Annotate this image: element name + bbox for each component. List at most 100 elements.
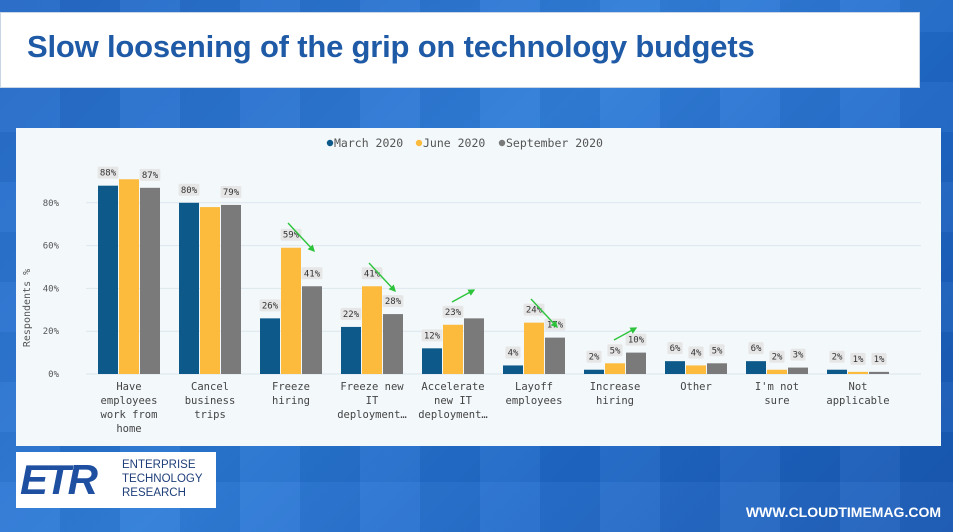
data-label-box xyxy=(361,267,383,280)
x-tick-label: Layoff employees xyxy=(506,381,563,407)
chart-bars: 88% 87% 80% 79% 26% 59% 41% 22% 41% 28% 12% 23% 4% 24… xyxy=(97,166,889,374)
data-label-box xyxy=(139,168,161,181)
x-tick-label: Cancel business trips xyxy=(185,381,236,421)
x-tick-label: Not applicable xyxy=(826,381,889,407)
data-label-box xyxy=(769,350,785,363)
data-label: 2% xyxy=(589,353,600,363)
data-label: 24% xyxy=(526,306,543,316)
data-label: 3% xyxy=(793,351,804,361)
x-tick-label: I'm not sure xyxy=(755,381,799,407)
legend-marker xyxy=(326,139,334,147)
bar xyxy=(665,361,685,374)
legend-marker xyxy=(498,139,506,147)
bar xyxy=(848,371,868,374)
bar xyxy=(98,185,118,374)
data-label: 26% xyxy=(262,301,279,311)
trend-arrow-down xyxy=(530,298,558,329)
data-label-box xyxy=(586,350,602,363)
etr-logo: ETR ENTERPRISE TECHNOLOGY RESEARCH xyxy=(16,452,216,508)
data-label-box xyxy=(607,344,623,357)
bar xyxy=(221,204,241,374)
logo-line-3: RESEARCH xyxy=(122,487,186,499)
bar xyxy=(200,207,220,374)
trend-arrow-up xyxy=(451,289,476,303)
data-label: 12% xyxy=(424,331,441,341)
data-label: 1% xyxy=(853,355,864,365)
bar-chart: March 2020 June 2020 September 2020 0% 20% 4… xyxy=(22,136,921,435)
x-tick-label: Have employees work from home xyxy=(101,381,158,435)
bar xyxy=(788,367,808,374)
y-tick-label: 20% xyxy=(43,327,60,337)
bar xyxy=(545,337,565,374)
bar xyxy=(827,369,847,374)
data-label-box xyxy=(829,350,845,363)
data-label-box xyxy=(442,305,464,318)
data-label-box xyxy=(850,352,866,365)
data-label-box xyxy=(382,295,404,308)
bar xyxy=(443,324,463,374)
bar xyxy=(605,363,625,374)
data-label-box xyxy=(625,333,647,346)
bar xyxy=(626,352,646,374)
logo-line-2: TECHNOLOGY xyxy=(122,473,203,485)
bar xyxy=(140,187,160,374)
data-label-box xyxy=(709,344,725,357)
data-label-box xyxy=(340,307,362,320)
trend-arrows xyxy=(287,222,638,341)
y-axis: 0% 20% 40% 60% 80% xyxy=(43,199,60,380)
data-label: 1% xyxy=(874,355,885,365)
data-label: 59% xyxy=(283,231,300,241)
data-label: 88% xyxy=(100,169,117,179)
data-label-box xyxy=(790,348,806,361)
bar xyxy=(302,286,322,374)
bar xyxy=(281,247,301,374)
legend-label: June 2020 xyxy=(423,136,485,150)
data-label-box xyxy=(688,346,704,359)
bar xyxy=(524,322,544,374)
y-axis-label: Respondents % xyxy=(22,269,33,347)
data-label: 23% xyxy=(445,308,462,318)
data-label: 5% xyxy=(610,346,621,356)
y-tick-label: 0% xyxy=(48,370,59,380)
data-label: 4% xyxy=(691,348,702,358)
chart-legend: March 2020 June 2020 September 2020 xyxy=(326,136,603,150)
bar xyxy=(119,179,139,374)
x-tick-label: Increase hiring xyxy=(590,381,641,407)
bar xyxy=(362,286,382,374)
data-label: 4% xyxy=(508,348,519,358)
bar xyxy=(869,371,889,374)
data-label: 22% xyxy=(343,310,360,320)
trend-arrow-up xyxy=(613,327,638,341)
logo-mark: ETR xyxy=(20,456,98,503)
data-label-box xyxy=(178,183,200,196)
data-label-box xyxy=(301,267,323,280)
data-label-box xyxy=(667,342,683,355)
data-label: 2% xyxy=(772,353,783,363)
data-label: 28% xyxy=(385,297,402,307)
bar xyxy=(260,318,280,374)
legend-label: September 2020 xyxy=(506,136,603,150)
y-tick-label: 80% xyxy=(43,199,60,209)
data-label-box xyxy=(523,303,545,316)
data-label-box xyxy=(748,342,764,355)
logo-text: ENTERPRISE TECHNOLOGY RESEARCH xyxy=(122,458,203,500)
legend-marker xyxy=(415,139,423,147)
chart-panel: March 2020 June 2020 September 2020 0% 20% 4… xyxy=(16,128,941,446)
data-label: 10% xyxy=(628,336,645,346)
data-label: 5% xyxy=(712,346,723,356)
data-label: 79% xyxy=(223,188,240,198)
x-axis-labels: Have employees work from home Cancel business… xyxy=(101,381,890,435)
y-tick-label: 60% xyxy=(43,242,60,252)
bar xyxy=(746,361,766,374)
logo-line-1: ENTERPRISE xyxy=(122,459,196,471)
data-label-box xyxy=(421,329,443,342)
data-label-box xyxy=(871,352,887,365)
page-title: Slow loosening of the grip on technology… xyxy=(27,29,755,64)
data-label: 2% xyxy=(832,353,843,363)
bar xyxy=(767,369,787,374)
bar xyxy=(341,326,361,374)
x-tick-label: Other xyxy=(680,381,712,393)
legend-label: March 2020 xyxy=(334,136,403,150)
trend-arrow-down xyxy=(368,262,396,293)
bar xyxy=(707,363,727,374)
